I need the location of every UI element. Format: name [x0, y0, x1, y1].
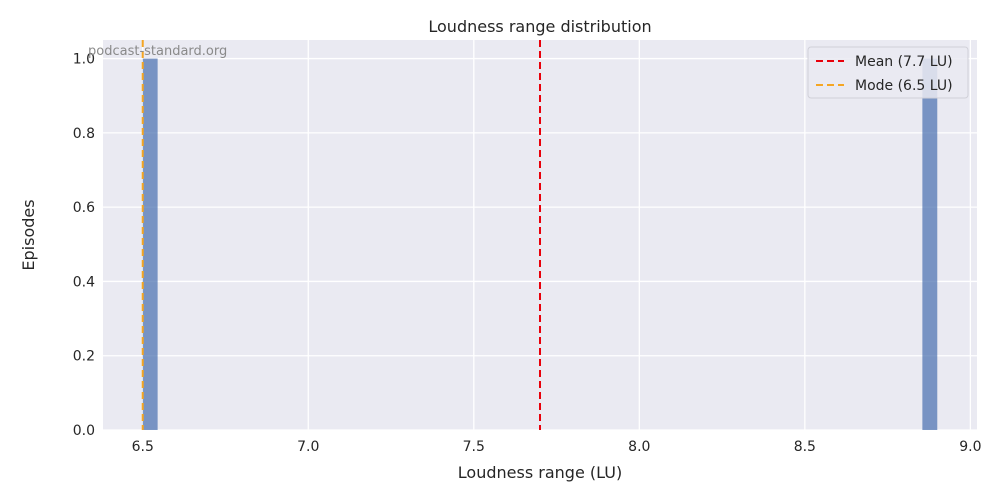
bars	[142, 58, 938, 430]
legend-label: Mean (7.7 LU)	[855, 54, 953, 70]
x-tick-label: 6.5	[132, 439, 154, 455]
legend-box	[807, 46, 969, 99]
y-tick-label: 0.2	[73, 349, 95, 365]
y-tick-label: 0.8	[73, 126, 95, 142]
watermark-text: podcast-standard.org	[88, 44, 227, 59]
x-tick-label: 7.0	[297, 439, 319, 455]
legend: Mean (7.7 LU) Mode (6.5 LU)	[807, 46, 969, 99]
y-tick-label: 1.0	[73, 52, 95, 68]
y-axis-ticks: 0.0 0.2 0.4 0.6 0.8 1.0	[73, 52, 95, 439]
y-tick-label: 0.4	[73, 274, 95, 290]
x-tick-label: 7.5	[463, 439, 485, 455]
x-axis-label: Loudness range (LU)	[458, 463, 622, 482]
histogram-bar	[142, 58, 158, 430]
x-tick-label: 9.0	[959, 439, 981, 455]
x-tick-label: 8.5	[794, 439, 816, 455]
y-axis-label: Episodes	[19, 199, 38, 270]
x-axis-ticks: 6.5 7.0 7.5 8.0 8.5 9.0	[132, 439, 982, 455]
y-tick-label: 0.0	[73, 423, 95, 439]
legend-label: Mode (6.5 LU)	[855, 78, 953, 94]
chart-title: Loudness range distribution	[428, 17, 651, 36]
reference-lines	[141, 40, 541, 430]
histogram-bar	[922, 58, 938, 430]
x-tick-label: 8.0	[628, 439, 650, 455]
y-tick-label: 0.6	[73, 200, 95, 216]
